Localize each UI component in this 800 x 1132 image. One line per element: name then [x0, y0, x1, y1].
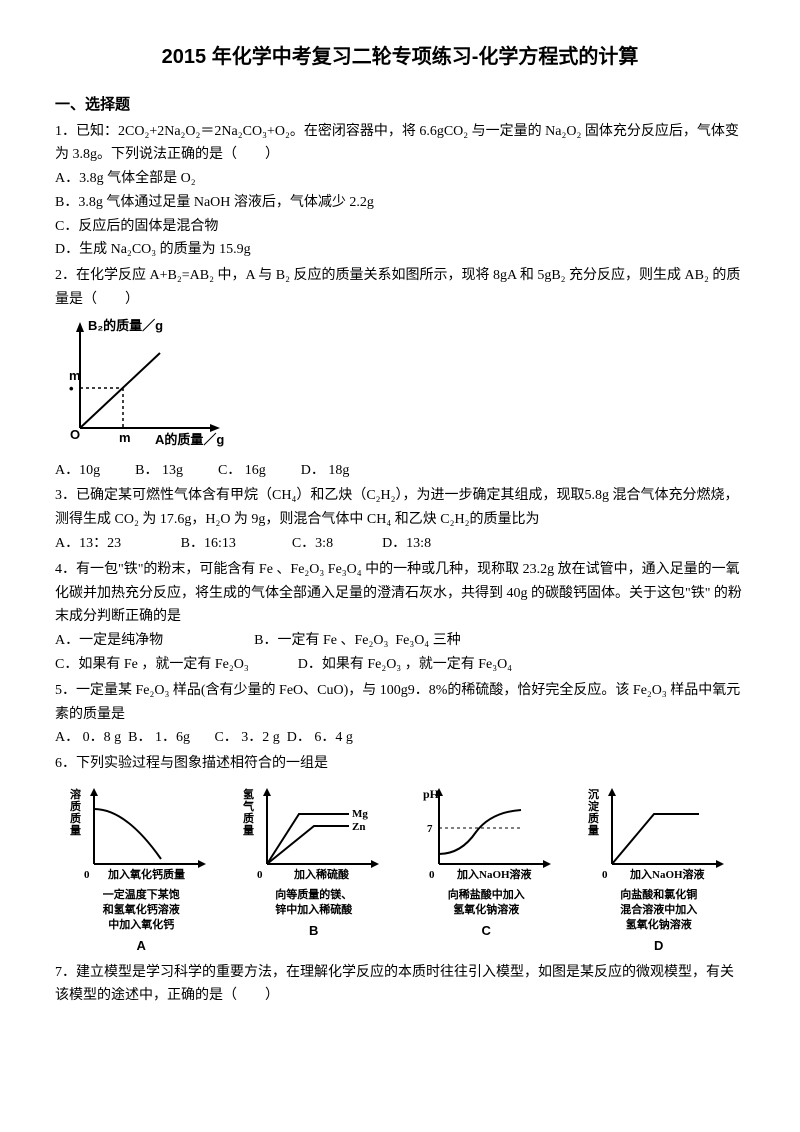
- question-2: 2．在化学反应 A+B₂=AB₂ 中，A 与 B₂ 反应的质量关系如图所示，现将…: [55, 264, 745, 482]
- chart-a-caption: 一定温度下某饱 和氢氧化钙溶液 中加入氧化钙: [55, 888, 228, 933]
- svg-text:加入NaOH溶液: 加入NaOH溶液: [456, 867, 533, 881]
- q1-opt-d: D．生成 Na₂CO₃ 的质量为 15.9g: [55, 238, 745, 262]
- svg-text:Mg: Mg: [352, 808, 368, 820]
- svg-text:•: •: [69, 381, 74, 396]
- svg-text:氢: 氢: [243, 787, 254, 801]
- svg-text:0: 0: [84, 869, 90, 881]
- svg-text:质: 质: [588, 811, 599, 825]
- q2-ylabel: B₂的质量／g: [88, 318, 163, 333]
- q6-stem: 6．下列实验过程与图象描述相符合的一组是: [55, 752, 745, 776]
- chart-b-caption: 向等质量的镁、 锌中加入稀硫酸: [228, 888, 401, 918]
- svg-text:0: 0: [429, 869, 435, 881]
- q3-options: A．13：23 B．16:13 C．3:8 D．13:8: [55, 532, 745, 556]
- q2-graph: B₂的质量／g A的质量／g m • m O: [55, 318, 245, 448]
- q7-stem: 7．建立模型是学习科学的重要方法，在理解化学反应的本质时往往引入模型，如图是某反…: [55, 961, 745, 1009]
- chart-d-caption: 向盐酸和氯化铜 混合溶液中加入 氢氧化钠溶液: [573, 888, 746, 933]
- q4-opt-cd: C．如果有 Fe ，就一定有 Fe₂O₃ D．如果有 Fe₂O₃ ，就一定有 F…: [55, 653, 745, 677]
- chart-d-svg: 沉 淀 质 量 0 加入NaOH溶液: [584, 784, 734, 884]
- svg-text:质: 质: [243, 811, 254, 825]
- svg-text:质: 质: [70, 799, 81, 813]
- svg-text:量: 量: [588, 824, 599, 837]
- question-6: 6．下列实验过程与图象描述相符合的一组是 溶 质 质 量 0 加入氧化钙质量 一…: [55, 752, 745, 956]
- svg-text:质: 质: [70, 811, 81, 825]
- svg-text:加入NaOH溶液: 加入NaOH溶液: [629, 867, 706, 881]
- svg-text:气: 气: [242, 799, 254, 813]
- q1-opt-c: C．反应后的固体是混合物: [55, 215, 745, 239]
- svg-text:量: 量: [243, 824, 254, 837]
- chart-a-svg: 溶 质 质 量 0 加入氧化钙质量: [66, 784, 216, 884]
- chart-c-caption: 向稀盐酸中加入 氢氧化钠溶液: [400, 888, 573, 918]
- svg-text:溶: 溶: [70, 787, 81, 801]
- svg-text:7: 7: [427, 823, 433, 835]
- chart-a: 溶 质 质 量 0 加入氧化钙质量 一定温度下某饱 和氢氧化钙溶液 中加入氧化钙…: [55, 784, 228, 957]
- chart-c-svg: pH 7 0 加入NaOH溶液: [411, 784, 561, 884]
- chart-c-letter: C: [400, 920, 573, 942]
- q2-origin: O: [70, 427, 80, 442]
- chart-a-letter: A: [55, 935, 228, 957]
- chart-c: pH 7 0 加入NaOH溶液 向稀盐酸中加入 氢氧化钠溶液 C: [400, 784, 573, 957]
- q4-stem: 4．有一包"铁"的粉末，可能含有 Fe 、Fe₂O₃ Fe₃O₄ 中的一种或几种…: [55, 558, 745, 629]
- svg-text:加入氧化钙质量: 加入氧化钙质量: [107, 867, 185, 881]
- q6-charts: 溶 质 质 量 0 加入氧化钙质量 一定温度下某饱 和氢氧化钙溶液 中加入氧化钙…: [55, 784, 745, 957]
- q2-stem: 2．在化学反应 A+B₂=AB₂ 中，A 与 B₂ 反应的质量关系如图所示，现将…: [55, 264, 745, 312]
- chart-b: 氢 气 质 量 Mg Zn 0 加入稀硫酸 向等质量的镁、 锌中加入稀硫酸 B: [228, 784, 401, 957]
- question-7: 7．建立模型是学习科学的重要方法，在理解化学反应的本质时往往引入模型，如图是某反…: [55, 961, 745, 1009]
- chart-b-letter: B: [228, 920, 401, 942]
- q4-opt-ab: A．一定是纯净物 B．一定有 Fe 、Fe₂O₃ Fe₃O₄ 三种: [55, 629, 745, 653]
- q2-mx: m: [119, 430, 131, 445]
- svg-text:0: 0: [257, 869, 263, 881]
- svg-text:Zn: Zn: [352, 821, 365, 833]
- q3-stem: 3．已确定某可燃性气体含有甲烷（CH₄）和乙炔（C₂H₂），为进一步确定其组成，…: [55, 484, 745, 532]
- question-3: 3．已确定某可燃性气体含有甲烷（CH₄）和乙炔（C₂H₂），为进一步确定其组成，…: [55, 484, 745, 555]
- question-1: 1．已知：2CO₂+2Na₂O₂＝2Na₂CO₃+O₂。在密闭容器中，将 6.6…: [55, 120, 745, 263]
- chart-d-letter: D: [573, 935, 746, 957]
- q2-options: A．10g B． 13g C． 16g D． 18g: [55, 459, 745, 483]
- q5-stem: 5．一定量某 Fe₂O₃ 样品(含有少量的 FeO、CuO)，与 100g9．8…: [55, 679, 745, 727]
- q1-stem: 1．已知：2CO₂+2Na₂O₂＝2Na₂CO₃+O₂。在密闭容器中，将 6.6…: [55, 120, 745, 168]
- chart-d: 沉 淀 质 量 0 加入NaOH溶液 向盐酸和氯化铜 混合溶液中加入 氢氧化钠溶…: [573, 784, 746, 957]
- svg-text:pH: pH: [423, 787, 440, 801]
- svg-text:加入稀硫酸: 加入稀硫酸: [293, 867, 350, 881]
- svg-text:0: 0: [602, 869, 608, 881]
- section-header-choice: 一、选择题: [55, 92, 745, 118]
- svg-text:淀: 淀: [588, 799, 600, 813]
- page-title: 2015 年化学中考复习二轮专项练习-化学方程式的计算: [55, 40, 745, 74]
- q1-opt-a: A．3.8g 气体全部是 O₂: [55, 167, 745, 191]
- svg-text:沉: 沉: [588, 787, 599, 801]
- question-5: 5．一定量某 Fe₂O₃ 样品(含有少量的 FeO、CuO)，与 100g9．8…: [55, 679, 745, 750]
- q5-options: A． 0．8 g B． 1．6g C． 3．2 g D． 6．4 g: [55, 726, 745, 750]
- question-4: 4．有一包"铁"的粉末，可能含有 Fe 、Fe₂O₃ Fe₃O₄ 中的一种或几种…: [55, 558, 745, 677]
- svg-text:量: 量: [70, 824, 81, 837]
- q1-opt-b: B．3.8g 气体通过足量 NaOH 溶液后，气体减少 2.2g: [55, 191, 745, 215]
- chart-b-svg: 氢 气 质 量 Mg Zn 0 加入稀硫酸: [239, 784, 389, 884]
- q2-xlabel: A的质量／g: [155, 432, 224, 447]
